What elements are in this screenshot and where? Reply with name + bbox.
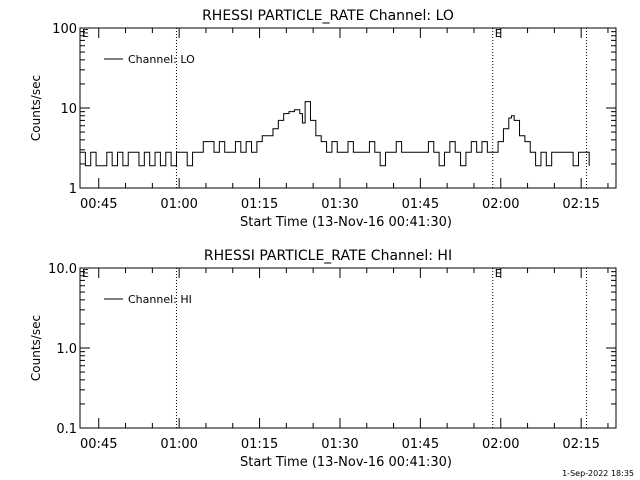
event-marker-label: E [82, 27, 89, 40]
y-axis-label: Counts/sec [29, 315, 43, 381]
y-tick-label: 1 [69, 182, 77, 197]
plot-frame [79, 267, 617, 429]
x-tick-label: 02:00 [482, 437, 519, 452]
x-tick-label: 01:00 [160, 437, 197, 452]
legend-entry: Channel: HI [128, 293, 192, 306]
x-tick-label: 01:45 [402, 437, 439, 452]
chart-title: RHESSI PARTICLE_RATE Channel: LO [202, 8, 454, 24]
x-tick-label: 02:00 [482, 197, 519, 212]
x-tick-label: 01:30 [321, 437, 358, 452]
x-tick-label: 00:45 [80, 197, 117, 212]
series-line [80, 101, 590, 167]
legend-entry: Channel: LO [128, 53, 195, 66]
chart-panel-1: RHESSI PARTICLE_RATE Channel: HI Counts/s… [29, 248, 617, 470]
chart-panel-0: RHESSI PARTICLE_RATE Channel: LO Counts/s… [29, 8, 617, 230]
event-marker-label: E [82, 267, 89, 280]
x-axis-label: Start Time (13-Nov-16 00:41:30) [240, 455, 452, 470]
x-tick-label: 01:15 [241, 197, 278, 212]
y-axis-label: Counts/sec [29, 75, 43, 141]
y-tick-label: 1.0 [56, 342, 77, 357]
y-tick-label: 100 [52, 22, 77, 37]
y-tick-label: 0.1 [56, 422, 77, 437]
event-marker-label: E [495, 27, 502, 40]
x-tick-label: 01:00 [160, 197, 197, 212]
x-tick-label: 01:30 [321, 197, 358, 212]
x-tick-label: 00:45 [80, 437, 117, 452]
x-tick-label: 02:15 [562, 437, 599, 452]
x-axis-label: Start Time (13-Nov-16 00:41:30) [240, 215, 452, 230]
chart-title: RHESSI PARTICLE_RATE Channel: HI [204, 248, 452, 264]
y-tick-label: 10.0 [48, 262, 77, 277]
footer-timestamp: 1-Sep-2022 18:35 [562, 469, 634, 478]
x-tick-label: 02:15 [562, 197, 599, 212]
x-tick-label: 01:15 [241, 437, 278, 452]
y-tick-label: 10 [60, 102, 77, 117]
event-marker-label: E [495, 267, 502, 280]
x-tick-label: 01:45 [402, 197, 439, 212]
